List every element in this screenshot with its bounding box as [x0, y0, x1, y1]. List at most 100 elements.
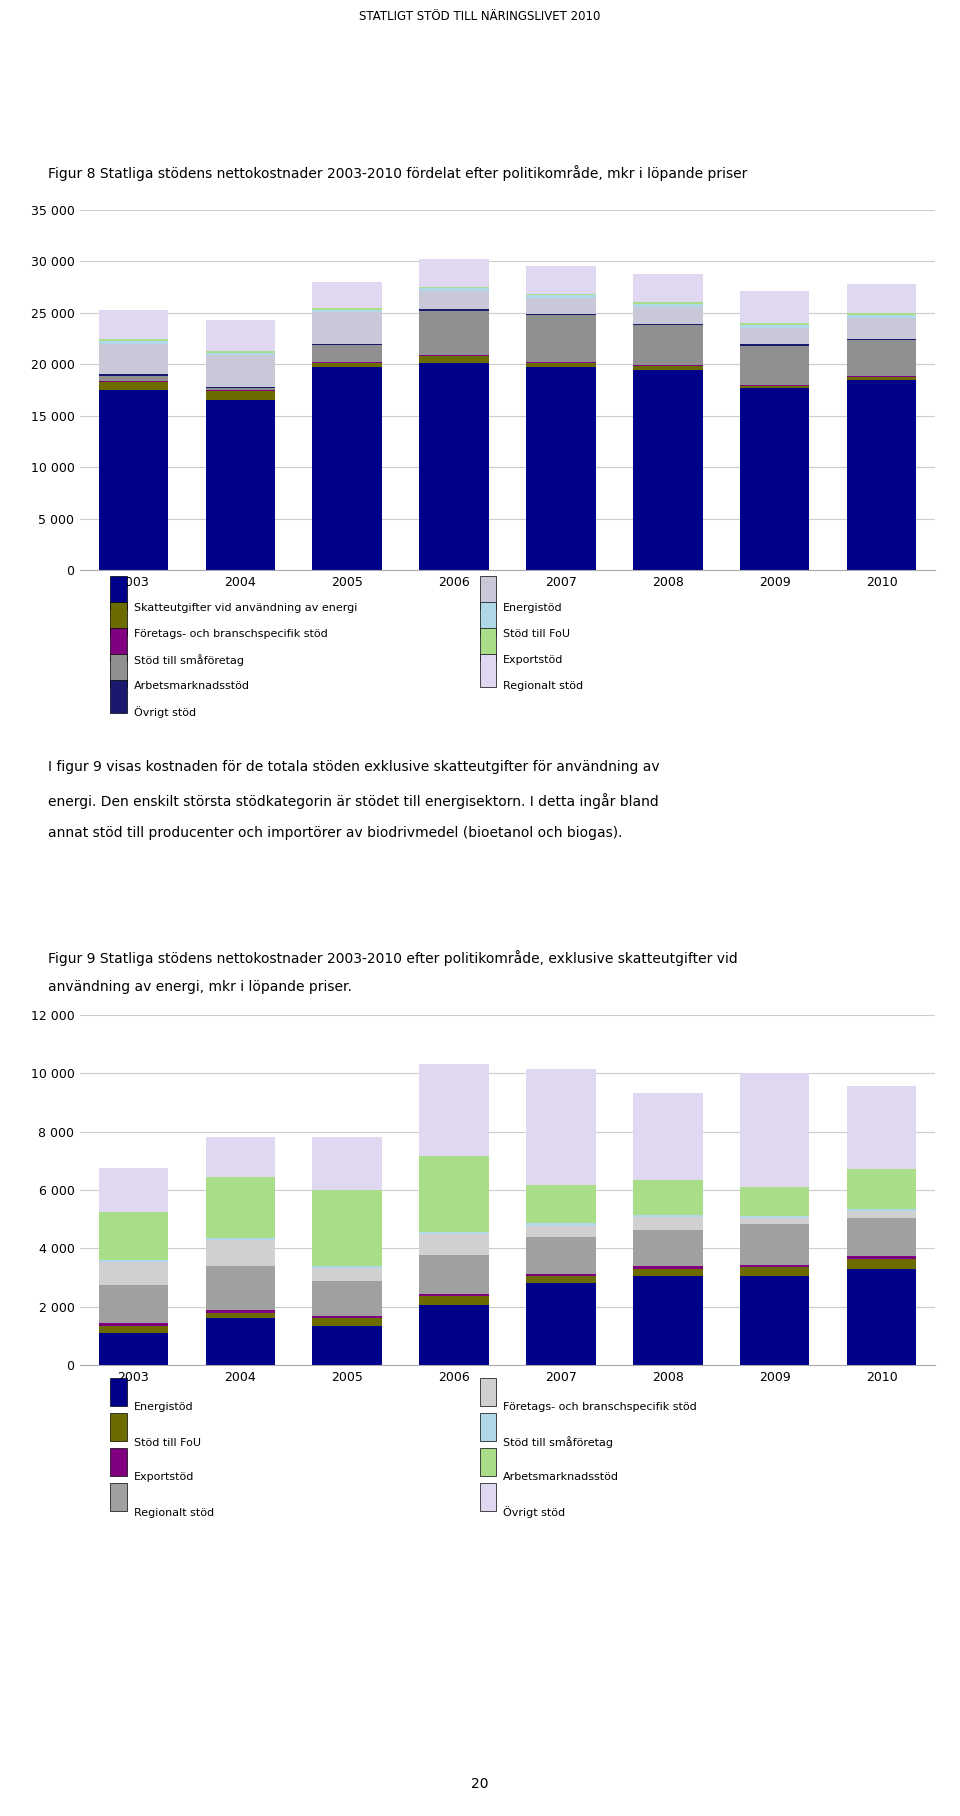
Text: Stöd till FoU: Stöd till FoU: [133, 1438, 201, 1447]
Bar: [526, 1226, 595, 1237]
Bar: [420, 289, 489, 291]
Bar: [740, 1073, 809, 1188]
Bar: [740, 385, 809, 389]
Bar: [205, 1313, 276, 1318]
Bar: [526, 265, 595, 294]
Bar: [633, 1277, 703, 1366]
Bar: [99, 1262, 168, 1286]
Text: STATLIGT STÖD TILL NÄRINGSLIVET 2010: STATLIGT STÖD TILL NÄRINGSLIVET 2010: [359, 11, 601, 24]
Bar: [847, 1211, 916, 1219]
Text: Figur 8 Statliga stödens nettokostnader 2003-2010 fördelat efter politikområde, : Figur 8 Statliga stödens nettokostnader …: [48, 165, 748, 182]
Text: Stöd till småföretag: Stöd till småföretag: [133, 654, 244, 666]
Bar: [420, 291, 489, 309]
Bar: [847, 378, 916, 380]
Bar: [110, 681, 127, 714]
Bar: [99, 1326, 168, 1333]
Bar: [99, 340, 168, 341]
Bar: [740, 1219, 809, 1224]
Text: Arbetsmarknadsstöd: Arbetsmarknadsstöd: [503, 1473, 619, 1482]
Bar: [740, 1224, 809, 1266]
Bar: [205, 387, 276, 390]
Bar: [205, 352, 276, 354]
Bar: [99, 311, 168, 340]
Bar: [740, 323, 809, 325]
Text: Regionalt stöd: Regionalt stöd: [133, 1507, 214, 1518]
Bar: [847, 1170, 916, 1209]
Bar: [110, 576, 127, 608]
Bar: [205, 400, 276, 570]
Bar: [420, 258, 489, 287]
Bar: [420, 311, 489, 356]
Bar: [633, 1180, 703, 1215]
Bar: [420, 356, 489, 363]
Bar: [205, 1309, 276, 1313]
Bar: [420, 1295, 489, 1297]
Bar: [205, 390, 276, 400]
Bar: [740, 329, 809, 345]
Text: Stöd till FoU: Stöd till FoU: [503, 628, 570, 639]
Bar: [847, 1269, 916, 1366]
Bar: [420, 363, 489, 570]
Bar: [740, 389, 809, 570]
Bar: [420, 1157, 489, 1231]
Text: energi. Den enskilt största stödkategorin är stödet till energisektorn. I detta : energi. Den enskilt största stödkategori…: [48, 794, 659, 808]
Bar: [312, 309, 382, 311]
Bar: [740, 325, 809, 329]
Bar: [633, 1229, 703, 1266]
Bar: [480, 576, 496, 608]
Bar: [205, 320, 276, 350]
Bar: [847, 283, 916, 312]
Bar: [740, 1188, 809, 1217]
Bar: [740, 1217, 809, 1219]
Bar: [740, 291, 809, 323]
Bar: [205, 1177, 276, 1239]
Bar: [312, 363, 382, 367]
Bar: [110, 654, 127, 686]
Bar: [312, 1280, 382, 1317]
Text: användning av energi, mkr i löpande priser.: användning av energi, mkr i löpande pris…: [48, 981, 352, 993]
Text: Övrigt stöd: Övrigt stöd: [503, 1507, 565, 1518]
Bar: [480, 1413, 496, 1442]
Bar: [312, 311, 382, 312]
Bar: [526, 1277, 595, 1284]
Bar: [847, 1257, 916, 1258]
Bar: [633, 365, 703, 370]
Text: Stöd till småföretag: Stöd till småföretag: [503, 1436, 613, 1449]
Bar: [205, 1239, 276, 1240]
Bar: [480, 1378, 496, 1406]
Bar: [633, 1266, 703, 1269]
Bar: [420, 1306, 489, 1366]
Bar: [420, 1235, 489, 1255]
Text: Energistöd: Energistöd: [133, 1402, 193, 1413]
Bar: [847, 1258, 916, 1269]
Bar: [633, 325, 703, 365]
Bar: [110, 1447, 127, 1476]
Bar: [312, 345, 382, 361]
Bar: [312, 1266, 382, 1268]
Bar: [633, 274, 703, 301]
Bar: [205, 1318, 276, 1366]
Bar: [740, 347, 809, 385]
Bar: [420, 1231, 489, 1235]
Bar: [420, 1297, 489, 1306]
Bar: [110, 1378, 127, 1406]
Bar: [480, 1484, 496, 1511]
Bar: [480, 1447, 496, 1476]
Bar: [526, 1284, 595, 1366]
Bar: [847, 312, 916, 314]
Text: Övrigt stöd: Övrigt stöd: [133, 706, 196, 717]
Bar: [633, 370, 703, 570]
Bar: [526, 1224, 595, 1226]
Text: I figur 9 visas kostnaden för de totala stöden exklusive skatteutgifter för anvä: I figur 9 visas kostnaden för de totala …: [48, 761, 660, 774]
Bar: [633, 1217, 703, 1229]
Bar: [633, 301, 703, 303]
Bar: [99, 1260, 168, 1262]
Bar: [740, 1266, 809, 1268]
Bar: [633, 1215, 703, 1217]
Bar: [526, 1068, 595, 1186]
Bar: [205, 1266, 276, 1309]
Text: Figur 9 Statliga stödens nettokostnader 2003-2010 efter politikområde, exklusive: Figur 9 Statliga stödens nettokostnader …: [48, 950, 737, 966]
Bar: [526, 316, 595, 363]
Bar: [633, 307, 703, 323]
Text: Exportstöd: Exportstöd: [133, 1473, 194, 1482]
